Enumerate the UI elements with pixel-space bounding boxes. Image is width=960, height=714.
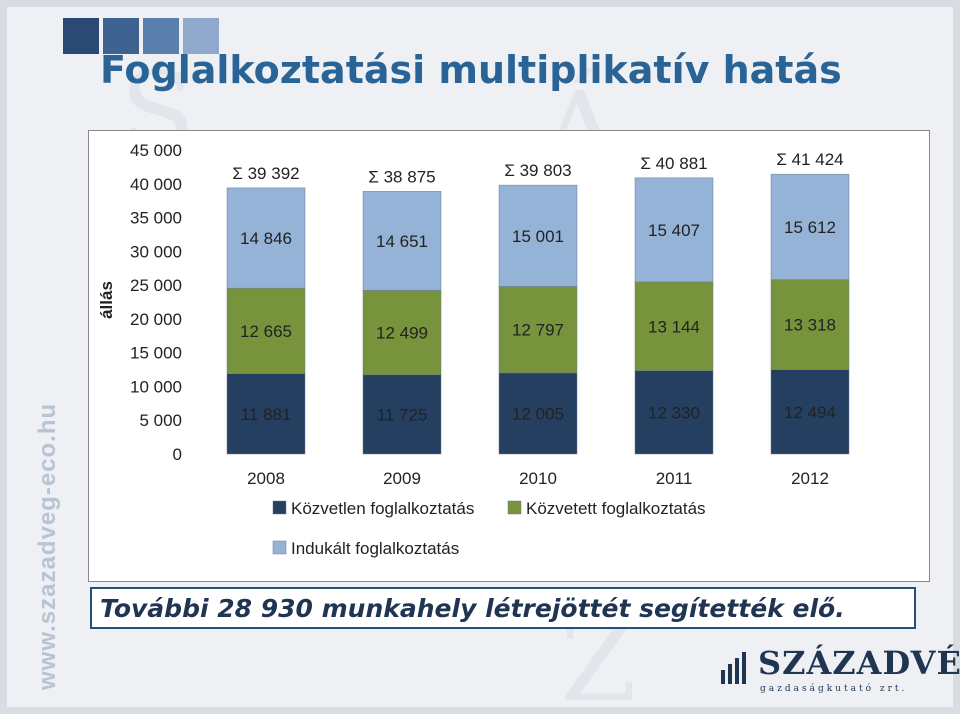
deco-square-3: [143, 18, 179, 54]
x-tick-label: 2009: [383, 469, 421, 488]
total-label: Σ 40 881: [640, 154, 707, 173]
brand-name: SZÁZADVÉG: [758, 644, 960, 682]
data-label: 15 001: [512, 227, 564, 246]
y-axis-label: állás: [97, 281, 116, 319]
brand-bars-icon: [721, 652, 746, 684]
total-label: Σ 41 424: [776, 150, 843, 169]
data-label: 13 318: [784, 316, 836, 335]
legend-label: Közvetlen foglalkoztatás: [291, 499, 474, 518]
y-tick-label: 10 000: [130, 377, 182, 396]
data-label: 14 846: [240, 229, 292, 248]
bar-segment: [634, 370, 714, 455]
bar-segment: [634, 177, 714, 283]
total-label: Σ 38 875: [368, 167, 435, 186]
data-label: 12 330: [648, 403, 700, 422]
x-tick-label: 2011: [656, 469, 693, 488]
bar-segment: [362, 374, 442, 455]
x-tick-label: 2010: [519, 469, 557, 488]
bar-segment: [770, 279, 850, 370]
y-tick-label: 30 000: [130, 242, 182, 261]
footer-text: További 28 930 munkahely létrejöttét seg…: [100, 594, 845, 623]
y-tick-label: 0: [173, 445, 182, 464]
deco-square-1: [63, 18, 99, 54]
bar-segment: [498, 286, 578, 374]
slide-title: Foglalkoztatási multiplikatív hatás: [100, 48, 842, 92]
bar-segment: [226, 187, 306, 289]
y-tick-label: 40 000: [130, 175, 182, 194]
bar-segment: [770, 369, 850, 455]
legend-label: Közvetett foglalkoztatás: [526, 499, 706, 518]
y-tick-label: 35 000: [130, 209, 182, 228]
data-label: 12 665: [240, 322, 292, 341]
data-label: 15 612: [784, 218, 836, 237]
deco-square-4: [183, 18, 219, 54]
data-label: 11 881: [241, 405, 292, 424]
brand-logo: SZÁZADVÉG gazdaságkutató zrt.: [720, 640, 960, 700]
stacked-bar-chart: 0 5 000 10 000 15 000 20 000 25 000 30 000 35 0…: [97, 141, 850, 558]
data-label: 12 494: [784, 403, 836, 422]
y-tick-label: 45 000: [130, 141, 182, 160]
y-tick-label: 20 000: [130, 310, 182, 329]
bar-segment: [498, 184, 578, 287]
bar-segment: [226, 287, 306, 374]
bar-segment: [634, 281, 714, 371]
data-label: 15 407: [648, 221, 700, 240]
data-label: 12 499: [376, 324, 428, 343]
total-label: Σ 39 392: [232, 164, 299, 183]
data-label: 12 797: [512, 321, 564, 340]
bar-segment: [770, 173, 850, 280]
x-tick-label: 2008: [247, 469, 285, 488]
y-tick-label: 5 000: [139, 411, 182, 430]
data-label: 12 005: [512, 404, 564, 423]
legend-swatch: [272, 500, 287, 515]
deco-square-2: [103, 18, 139, 54]
bar-segment: [362, 290, 442, 376]
y-tick-label: 25 000: [130, 276, 182, 295]
x-tick-label: 2012: [791, 469, 829, 488]
legend-swatch: [507, 500, 522, 515]
bar-segment: [362, 191, 442, 291]
data-label: 14 651: [376, 232, 428, 251]
bar-segment: [498, 372, 578, 455]
brand-subtitle: gazdaságkutató zrt.: [760, 684, 908, 694]
total-label: Σ 39 803: [504, 161, 571, 180]
footer-box: További 28 930 munkahely létrejöttét seg…: [90, 587, 916, 629]
side-url: www.szazadveg-eco.hu: [34, 402, 61, 690]
bar-segment: [226, 373, 306, 455]
data-label: 11 725: [377, 405, 428, 424]
legend-swatch: [272, 540, 287, 555]
legend-label: Indukált foglalkoztatás: [291, 539, 459, 558]
data-label: 13 144: [648, 317, 700, 336]
y-tick-label: 15 000: [130, 344, 182, 363]
